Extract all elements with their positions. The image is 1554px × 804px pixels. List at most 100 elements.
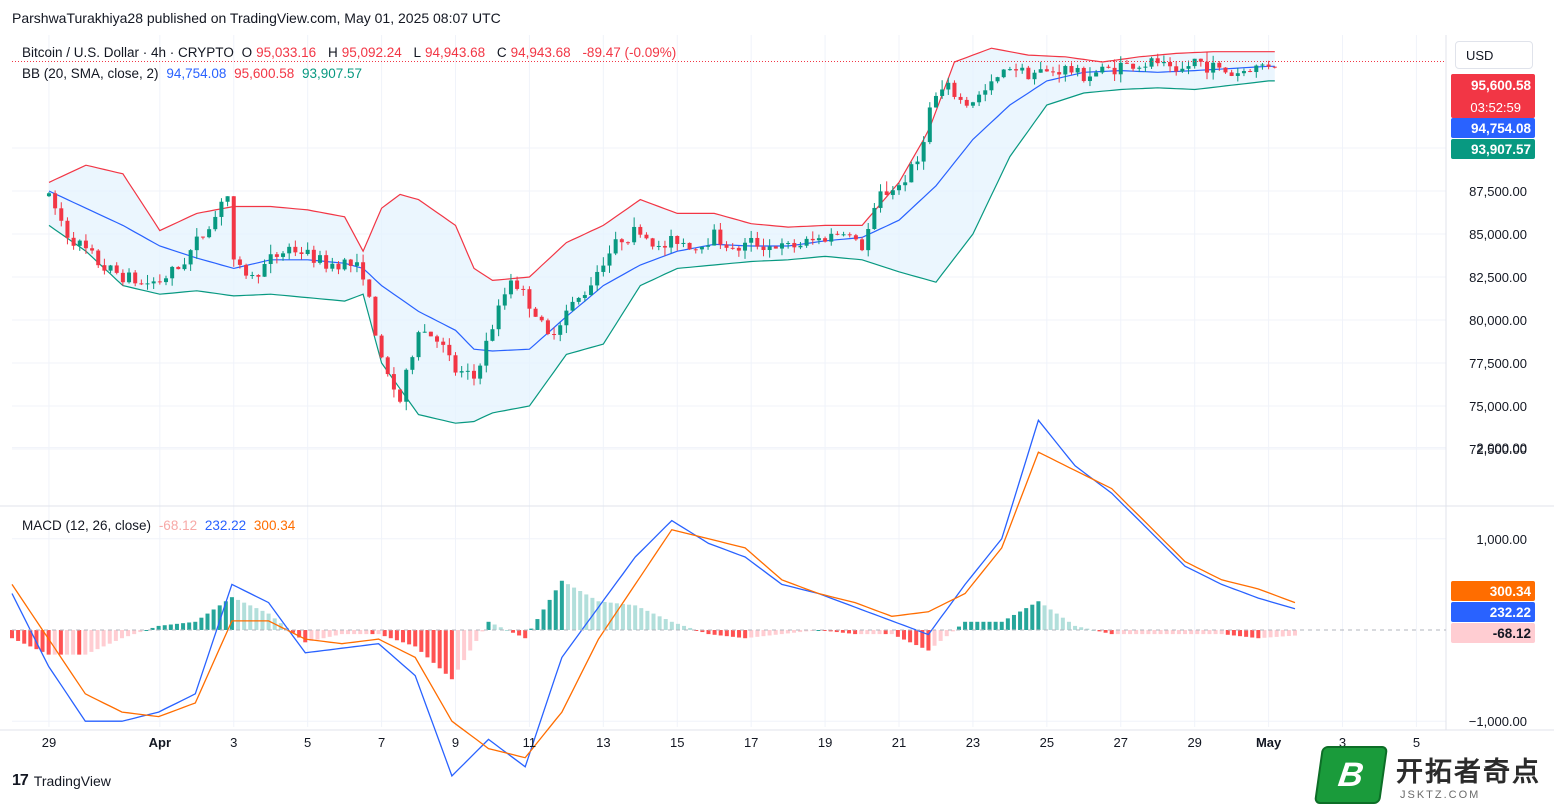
candle bbox=[761, 238, 766, 257]
candle bbox=[576, 296, 581, 305]
macd-histogram-bar bbox=[480, 630, 485, 632]
candle-body bbox=[662, 245, 667, 248]
macd-histogram-bar bbox=[1176, 630, 1181, 635]
macd-histogram-bar bbox=[1079, 627, 1084, 630]
price-tick-label: 85,000.00 bbox=[1469, 227, 1527, 242]
candle-body bbox=[1112, 67, 1117, 75]
currency-button[interactable]: USD bbox=[1455, 41, 1533, 69]
macd-title[interactable]: MACD (12, 26, close) bbox=[22, 518, 152, 533]
candle-body bbox=[441, 341, 446, 345]
candle-body bbox=[379, 335, 384, 358]
macd-histogram-bar bbox=[303, 630, 308, 643]
macd-histogram-bar bbox=[431, 630, 436, 663]
candle-body bbox=[96, 250, 101, 266]
candle bbox=[872, 202, 877, 230]
candle-body bbox=[952, 82, 957, 97]
candle bbox=[564, 304, 569, 334]
candle bbox=[878, 184, 883, 213]
candle-body bbox=[231, 196, 236, 260]
candle bbox=[274, 252, 279, 264]
candle bbox=[1007, 66, 1012, 71]
candle-body bbox=[102, 265, 107, 271]
candle-body bbox=[903, 182, 908, 186]
time-tick-label: 27 bbox=[1114, 735, 1128, 750]
candle bbox=[897, 183, 902, 195]
macd-histogram-bar bbox=[816, 630, 821, 631]
candle-body bbox=[447, 344, 452, 356]
time-tick-label: 21 bbox=[892, 735, 906, 750]
candle bbox=[607, 245, 612, 273]
candle bbox=[1174, 60, 1179, 76]
candle-body bbox=[1143, 66, 1148, 68]
macd-histogram-bar bbox=[1293, 630, 1297, 636]
macd-histogram-bar bbox=[1183, 630, 1188, 635]
time-tick-label: 11 bbox=[523, 735, 537, 750]
candle-body bbox=[644, 234, 649, 239]
macd-histogram-bar bbox=[474, 630, 479, 641]
candle-body bbox=[311, 249, 316, 263]
candle-body bbox=[478, 365, 483, 379]
macd-axis[interactable]: −2,000.00−1,000.001,000.002,000.00 bbox=[1469, 441, 1527, 803]
candle bbox=[582, 291, 587, 302]
time-tick-label: 17 bbox=[744, 735, 758, 750]
symbol-title[interactable]: Bitcoin / U.S. Dollar · 4h · CRYPTO bbox=[22, 45, 234, 60]
macd-histogram-bar bbox=[1238, 630, 1243, 637]
candle-body bbox=[90, 248, 95, 251]
candle bbox=[798, 241, 803, 250]
macd-histogram-bar bbox=[822, 630, 827, 631]
candle bbox=[342, 257, 347, 271]
macd-histogram-bar bbox=[89, 630, 94, 652]
candle bbox=[1161, 55, 1166, 67]
candle-body bbox=[1260, 64, 1265, 66]
candle-body bbox=[391, 374, 396, 390]
macd-histogram-bar bbox=[798, 630, 803, 633]
candle-body bbox=[915, 161, 920, 165]
current-price-tag: 95,600.58 03:52:59 bbox=[1451, 74, 1535, 118]
footer-branding[interactable]: 17 TradingView bbox=[12, 772, 111, 790]
candle-body bbox=[219, 201, 224, 217]
candle-body bbox=[983, 90, 988, 95]
candle bbox=[496, 299, 501, 337]
macd-histogram-bar bbox=[914, 630, 919, 646]
macd-histogram-bar bbox=[1164, 630, 1169, 635]
candle bbox=[96, 249, 101, 268]
candle-body bbox=[281, 253, 286, 257]
macd-histogram-bar bbox=[236, 599, 241, 630]
candle bbox=[484, 332, 489, 373]
candle bbox=[305, 242, 310, 256]
macd-histogram-bar bbox=[1256, 630, 1261, 639]
bb-title[interactable]: BB (20, SMA, close, 2) bbox=[22, 66, 159, 81]
candle bbox=[712, 224, 717, 246]
candle-body bbox=[490, 329, 495, 341]
candle bbox=[502, 287, 507, 310]
candle-body bbox=[693, 249, 698, 251]
candle bbox=[317, 250, 322, 265]
price-pane[interactable] bbox=[12, 47, 1446, 424]
macd-histogram-bar bbox=[730, 630, 735, 637]
macd-histogram-bar bbox=[315, 630, 320, 640]
candle-body bbox=[730, 247, 735, 249]
candle-body bbox=[127, 272, 132, 283]
candle bbox=[625, 241, 630, 245]
candle bbox=[1192, 58, 1197, 69]
candle bbox=[1051, 66, 1056, 77]
macd-histogram-bar bbox=[956, 626, 961, 630]
time-axis[interactable]: 29 Apr 3 5 7 9 11 13 15 17 19 21 23 25 27 29 May 3 5 bbox=[42, 735, 1420, 750]
candle-body bbox=[779, 243, 784, 249]
candle bbox=[736, 246, 741, 257]
candle bbox=[804, 236, 809, 248]
macd-histogram-bar bbox=[394, 630, 399, 641]
candle bbox=[77, 239, 82, 251]
candle-body bbox=[330, 263, 335, 269]
price-axis[interactable]: 72,500.00 75,000.00 77,500.00 80,000.00 82,5… bbox=[1469, 141, 1527, 457]
candle bbox=[1217, 61, 1222, 71]
candle bbox=[989, 74, 994, 95]
macd-histogram-bar bbox=[352, 630, 357, 635]
macd-pane[interactable] bbox=[10, 418, 1446, 778]
candle-body bbox=[1155, 58, 1160, 64]
candle bbox=[435, 334, 440, 348]
svg-text:94,754.08: 94,754.08 bbox=[1471, 121, 1532, 136]
macd-histogram-bar bbox=[1201, 630, 1206, 635]
macd-histogram-bar bbox=[828, 630, 833, 632]
